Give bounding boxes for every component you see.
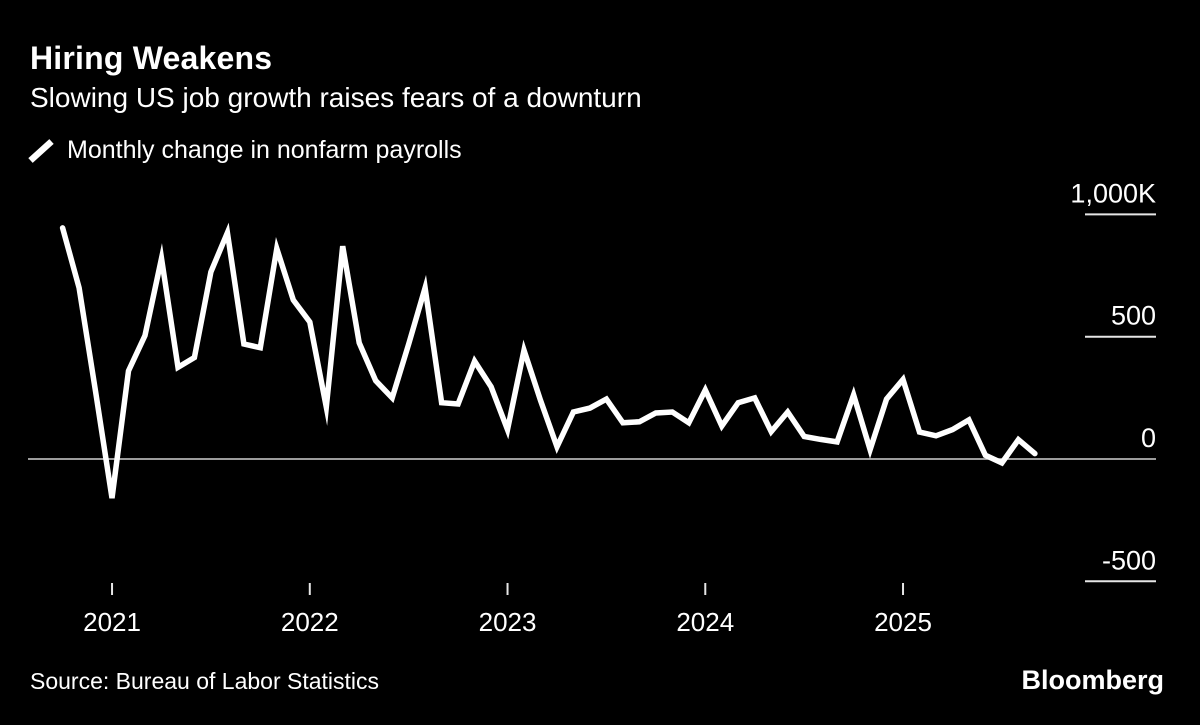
bloomberg-logo: Bloomberg xyxy=(1021,665,1164,695)
chart-title: Hiring Weakens xyxy=(30,40,273,76)
source-note: Source: Bureau of Labor Statistics xyxy=(30,668,380,694)
y-axis-label: 500 xyxy=(1111,301,1156,331)
legend-label: Monthly change in nonfarm payrolls xyxy=(67,136,462,164)
x-axis-label: 2022 xyxy=(281,607,339,637)
y-axis-label: 1,000K xyxy=(1070,178,1156,208)
y-axis-label: -500 xyxy=(1102,545,1156,575)
x-axis-label: 2025 xyxy=(874,607,932,637)
y-axis-label: 0 xyxy=(1141,423,1156,453)
slash-line-icon xyxy=(28,138,54,163)
payrolls-line xyxy=(59,222,1038,499)
legend: Monthly change in nonfarm payrolls xyxy=(28,136,462,165)
x-axis-label: 2024 xyxy=(676,607,734,637)
chart-subtitle: Slowing US job growth raises fears of a … xyxy=(30,82,642,113)
x-axis-label: 2021 xyxy=(83,607,141,637)
x-axis-label: 2023 xyxy=(479,607,537,637)
